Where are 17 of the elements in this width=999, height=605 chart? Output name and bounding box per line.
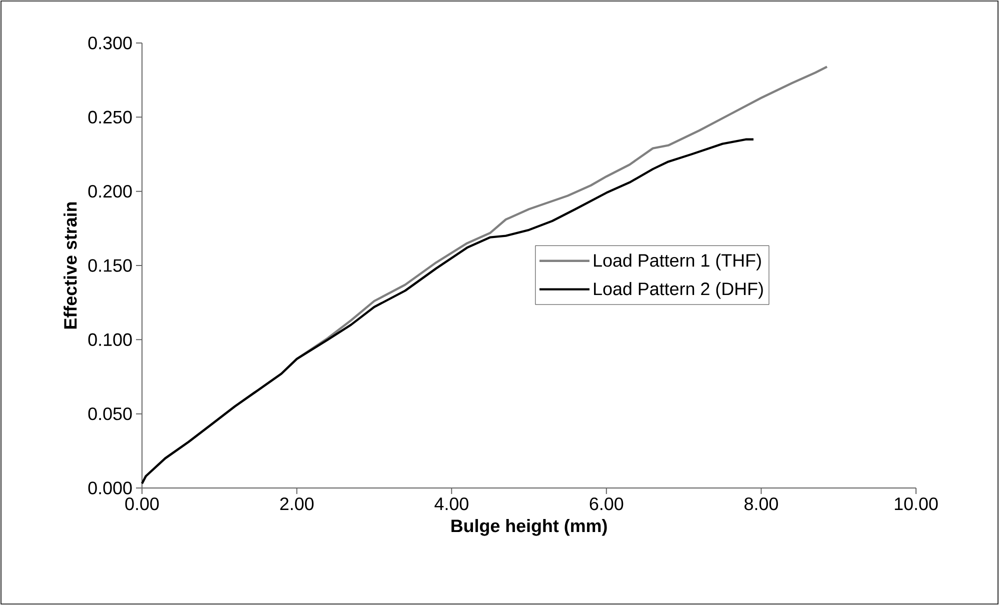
y-tick-label: 0.300 xyxy=(88,36,132,50)
x-tick-label: 0.00 xyxy=(125,497,159,510)
y-tick-label: 0.050 xyxy=(88,407,132,420)
y-tick-label: 0.250 xyxy=(88,110,132,124)
x-tick-label: 8.00 xyxy=(744,497,778,510)
y-tick-label: 0.100 xyxy=(88,333,132,346)
y-tick-label: 0.200 xyxy=(88,184,132,198)
x-tick-label: 4.00 xyxy=(434,497,468,510)
x-tick-label: 10.00 xyxy=(894,497,938,510)
legend-label: Load Pattern 2 (DHF) xyxy=(594,282,763,299)
y-axis-title: Effective strain xyxy=(64,202,77,329)
x-tick-label: 6.00 xyxy=(590,497,624,510)
legend-label: Load Pattern 1 (THF) xyxy=(594,254,761,270)
x-tick-label: 2.00 xyxy=(280,497,314,510)
y-tick-label: 0.000 xyxy=(88,482,132,494)
y-tick-label: 0.150 xyxy=(88,259,132,272)
x-axis-title: Bulge height (mm) xyxy=(452,519,607,536)
